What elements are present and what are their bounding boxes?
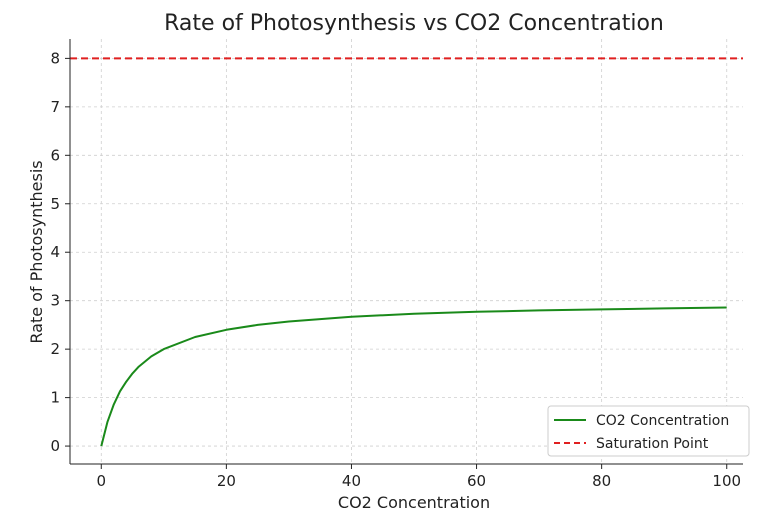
ticks: 0 20 40 60 80 100 0 1 2 3 4 5 6 7 8 [50, 49, 741, 490]
y-tick-label: 3 [50, 292, 60, 310]
y-tick-label: 2 [50, 340, 60, 358]
x-tick-label: 40 [342, 472, 361, 490]
x-tick-label: 0 [96, 472, 106, 490]
legend: CO2 Concentration Saturation Point [547, 405, 750, 457]
y-tick-label: 4 [50, 243, 60, 261]
y-axis-label: Rate of Photosynthesis [27, 160, 46, 343]
y-tick-label: 8 [50, 49, 60, 67]
x-tick-label: 80 [592, 472, 611, 490]
grid [70, 39, 743, 464]
y-tick-label: 7 [50, 98, 60, 116]
legend-label-curve: CO2 Concentration [596, 413, 729, 429]
y-tick-label: 1 [50, 389, 60, 407]
x-axis-label: CO2 Concentration [338, 493, 490, 512]
legend-label-saturation: Saturation Point [596, 436, 709, 452]
marks [70, 57, 743, 447]
x-tick-label: 60 [467, 472, 486, 490]
y-tick-label: 5 [50, 195, 60, 213]
legend-box [547, 405, 750, 457]
y-tick-label: 0 [50, 437, 60, 455]
chart-title: Rate of Photosynthesis vs CO2 Concentrat… [164, 11, 664, 36]
photosynthesis-curve [100, 306, 727, 447]
x-tick-label: 20 [217, 472, 236, 490]
x-tick-label: 100 [712, 472, 741, 490]
y-tick-label: 6 [50, 146, 60, 164]
